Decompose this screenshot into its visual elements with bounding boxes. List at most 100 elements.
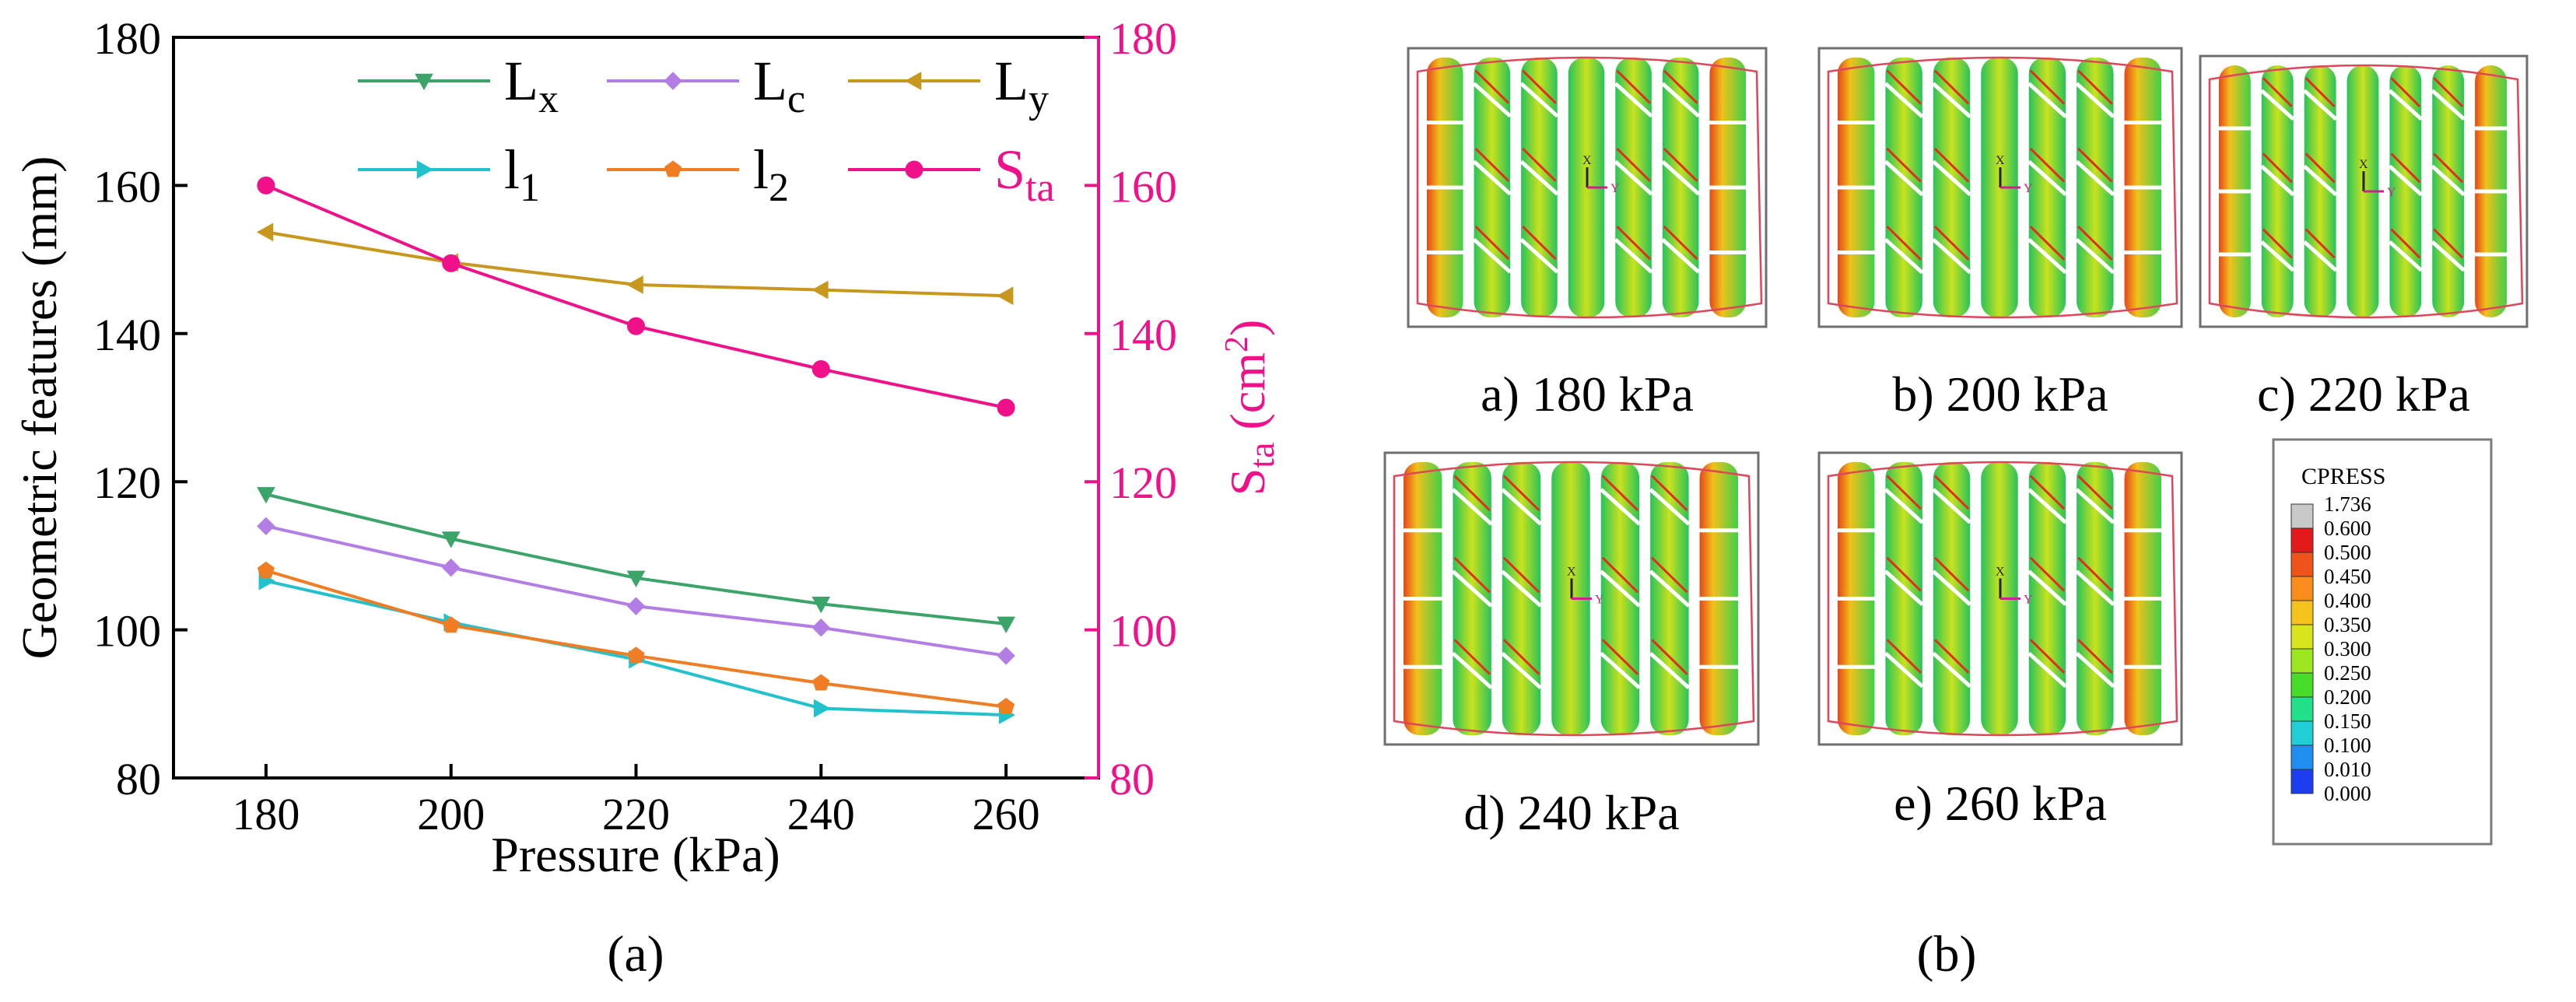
data-point-Sta xyxy=(627,317,645,335)
cpress-value-12: 0.000 xyxy=(2324,782,2371,805)
tread-groove xyxy=(1661,82,1701,118)
contact-patch-label-c: c) 220 kPa xyxy=(2257,366,2470,422)
tread-stress-line xyxy=(2077,147,2113,183)
tread-groove xyxy=(1451,651,1493,690)
tread-groove xyxy=(1661,237,1701,274)
contact-patch-e: XY xyxy=(1817,451,2183,746)
cpress-color-0 xyxy=(2290,503,2314,529)
contact-patch-label-d: d) 240 kPa xyxy=(1463,785,1679,840)
tread-groove xyxy=(2388,240,2423,272)
tread-groove xyxy=(1884,569,1924,606)
legend-marker-Lx xyxy=(415,73,433,91)
axis-label-y: Y xyxy=(1595,594,1604,607)
patch-outline xyxy=(1827,461,2178,737)
tread-groove xyxy=(1932,237,1971,275)
legend-marker-l1 xyxy=(416,160,434,179)
cpress-value-4: 0.400 xyxy=(2324,589,2371,612)
cpress-color-9 xyxy=(2290,720,2314,746)
line-chart: 80 100 120 140 160 180 80 100 120 140 160 180 180 2… xyxy=(12,13,1281,882)
tread-groove xyxy=(1884,82,1924,118)
y-axis-right-label-sup: 2 xyxy=(1219,336,1255,352)
axis-label-y: Y xyxy=(2387,186,2396,199)
legend-marker-Lc xyxy=(664,72,682,90)
axis-label-y: Y xyxy=(2024,182,2033,195)
legend-marker-Sta xyxy=(905,160,924,179)
tread-groove xyxy=(1501,569,1542,608)
contact-patch-a: XY xyxy=(1407,47,1768,328)
y-tick-label: 120 xyxy=(93,457,161,508)
tread-stress-line xyxy=(2029,226,2066,261)
tread-stress-line xyxy=(2304,152,2336,184)
data-point-Lx xyxy=(257,487,275,504)
tread-stress-line xyxy=(1933,475,1970,510)
tread-stress-line xyxy=(2029,147,2066,183)
contact-patch-b: XY xyxy=(1817,47,2183,328)
cpress-color-2 xyxy=(2290,552,2314,577)
patch-outline xyxy=(1416,56,1763,319)
tread-stress-line xyxy=(1933,639,1970,674)
tread-groove xyxy=(2303,164,2338,197)
data-point-l1 xyxy=(814,699,831,718)
tread-groove xyxy=(2075,82,2115,118)
tread-stress-line xyxy=(1663,69,1698,104)
tread-groove xyxy=(1501,651,1542,690)
tread-stress-line xyxy=(1663,226,1698,261)
cpress-value-3: 0.450 xyxy=(2324,565,2371,588)
data-point-l2 xyxy=(257,561,275,578)
tread-stress-line xyxy=(2262,152,2293,184)
patch-outline xyxy=(1393,461,1755,737)
tread-groove xyxy=(1519,237,1559,274)
data-point-Ly xyxy=(626,275,643,294)
data-point-l2 xyxy=(627,646,645,664)
patch-outline xyxy=(1827,56,2178,319)
tread-groove xyxy=(1519,159,1559,196)
cpress-value-7: 0.250 xyxy=(2324,661,2371,685)
tread-stress-line xyxy=(2433,77,2464,108)
tread-stress-line xyxy=(2390,152,2421,184)
tread-stress-line xyxy=(2077,475,2113,510)
cpress-value-6: 0.300 xyxy=(2324,637,2371,660)
tread-groove xyxy=(1614,82,1653,118)
x-tick-label: 240 xyxy=(787,789,855,839)
tread-stress-line xyxy=(1522,147,1557,182)
contact-patch-d: XY xyxy=(1383,451,1760,746)
axis-label-x: X xyxy=(2359,158,2368,171)
tread-groove xyxy=(2028,488,2067,524)
tread-stress-line xyxy=(1616,226,1651,261)
tread-groove xyxy=(2028,569,2067,606)
axis-label-x: X xyxy=(1996,154,2005,167)
tread-rib xyxy=(2304,65,2336,317)
y-tick-label: 100 xyxy=(93,606,161,657)
y-right-tick-label: 100 xyxy=(1109,606,1177,657)
tread-stress-line xyxy=(2029,639,2066,674)
x-tick-label: 260 xyxy=(973,789,1040,839)
tread-groove xyxy=(2431,240,2466,272)
tread-groove xyxy=(1451,488,1493,526)
tread-stress-line xyxy=(1886,556,1922,592)
data-point-Sta xyxy=(811,359,830,378)
panel-label-a: (a) xyxy=(607,926,664,983)
legend-label-Lx: Lx xyxy=(504,50,559,121)
contact-patch-label-a: a) 180 kPa xyxy=(1481,366,1694,422)
tread-rib xyxy=(2389,65,2422,317)
tread-rib xyxy=(2261,65,2294,317)
tread-groove xyxy=(1649,569,1691,608)
tread-stress-line xyxy=(2390,77,2421,108)
data-point-Lx xyxy=(811,596,831,614)
tread-stress-line xyxy=(1474,69,1510,104)
tread-groove xyxy=(1472,159,1512,196)
tread-stress-line xyxy=(2262,77,2293,108)
cpress-value-5: 0.350 xyxy=(2324,613,2371,636)
tread-stress-line xyxy=(1886,475,1922,510)
tread-stress-line xyxy=(1616,147,1651,182)
patch-outline xyxy=(2208,64,2524,319)
tread-stress-line xyxy=(2077,69,2113,105)
contact-patch-label-e: e) 260 kPa xyxy=(1894,776,2107,831)
axis-label-y: Y xyxy=(1610,182,1620,195)
data-point-Lc xyxy=(626,597,646,615)
tread-stress-line xyxy=(2433,228,2464,259)
axis-label-x: X xyxy=(1996,566,2005,579)
tread-groove xyxy=(2075,237,2115,275)
tread-groove xyxy=(1932,159,1971,197)
